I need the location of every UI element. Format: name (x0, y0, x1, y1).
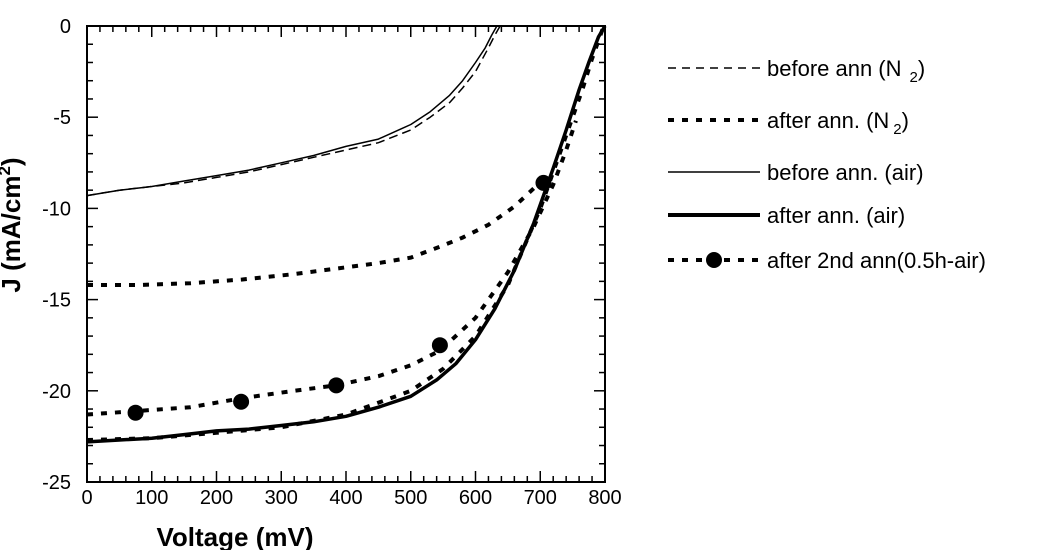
series-line-extra (87, 121, 576, 415)
series-line-1 (87, 26, 604, 440)
legend: before ann (N 2) after ann. (N 2) before a… (668, 56, 986, 273)
legend-label: after ann. (air) (767, 203, 905, 228)
axis-ticks (87, 26, 605, 482)
y-axis-title: J (mA/cm2) (0, 157, 26, 292)
legend-entry-after-2nd-ann: after 2nd ann(0.5h-air) (668, 248, 986, 273)
y-tick-label: -20 (42, 381, 71, 403)
x-tick-label: 100 (135, 487, 168, 509)
legend-entry-before-ann-n2: before ann (N 2) (668, 56, 925, 86)
x-tick-label: 0 (81, 487, 92, 509)
x-tick-label: 200 (200, 487, 233, 509)
x-tick-label: 500 (394, 487, 427, 509)
legend-entry-before-ann-air: before ann. (air) (668, 160, 924, 185)
series-line-3 (87, 26, 605, 442)
plot-frame (87, 26, 605, 482)
legend-label: before ann. (air) (767, 160, 924, 185)
legend-entry-after-ann-n2: after ann. (N 2) (668, 108, 909, 138)
x-tick-label: 400 (329, 487, 362, 509)
x-tick-label: 600 (459, 487, 492, 509)
legend-marker-dot (706, 252, 722, 268)
y-tick-label: -10 (42, 198, 71, 220)
series-line-2 (87, 26, 497, 196)
y-tick-label: -5 (53, 107, 71, 129)
y-axis-title-close: ) (0, 157, 26, 166)
y-tick-labels: 0 -5 -10 -15 -20 -25 (42, 16, 71, 494)
y-tick-label: 0 (60, 16, 71, 38)
data-point-marker (535, 175, 551, 191)
series-line-0 (87, 26, 500, 196)
data-point-marker (233, 394, 249, 410)
series-line-4 (87, 174, 544, 285)
legend-entry-after-ann-air: after ann. (air) (668, 203, 905, 228)
x-tick-label: 800 (588, 487, 621, 509)
y-axis-title-sup: 2 (0, 166, 14, 175)
x-tick-label: 300 (265, 487, 298, 509)
y-axis-title-main: J (mA/cm (0, 176, 26, 293)
x-tick-label: 700 (524, 487, 557, 509)
x-axis-title: Voltage (mV) (157, 522, 314, 550)
x-tick-labels: 0 100 200 300 400 500 600 700 800 (81, 487, 621, 509)
series-layer (87, 26, 605, 442)
legend-label: after 2nd ann(0.5h-air) (767, 248, 986, 273)
legend-label: before ann (N 2) (767, 56, 925, 86)
legend-label: after ann. (N 2) (767, 108, 909, 138)
y-tick-label: -25 (42, 472, 71, 494)
y-tick-label: -15 (42, 290, 71, 312)
